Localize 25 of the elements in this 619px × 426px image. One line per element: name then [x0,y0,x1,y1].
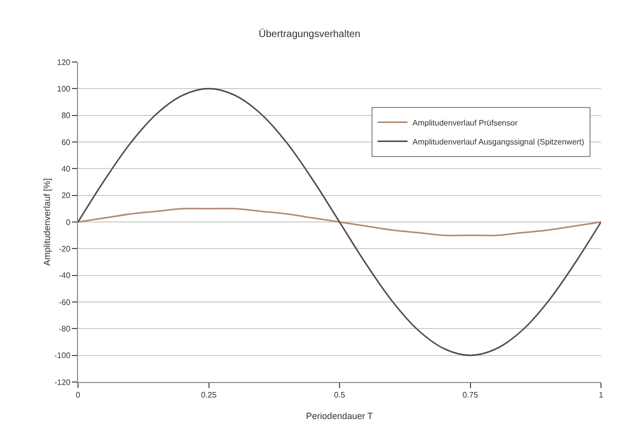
y-tick-label: 0 [66,218,71,227]
legend-label: Amplitudenverlauf Ausgangssignal (Spitzenwert) [412,137,585,146]
x-tick-label: 1 [598,390,604,400]
y-tick-label: 120 [57,58,71,67]
x-tick-label: 0.75 [462,390,479,400]
y-tick-label: 60 [61,138,71,147]
y-tick-label: 40 [61,164,71,174]
line-series [78,88,601,356]
y-tick-label: -40 [58,271,71,280]
y-tick-label: 20 [61,191,71,200]
y-tick-label: -20 [58,244,71,254]
line-series [78,208,601,236]
x-tick-label: 0.5 [334,390,346,400]
y-tick-label: -80 [58,324,71,334]
x-tick-label: 0 [76,390,81,400]
y-tick-label: 100 [57,84,71,94]
legend-label: Amplitudenverlauf Prüfsensor [412,118,518,128]
y-tick-label: 80 [61,111,71,120]
y-tick-label: -100 [54,351,71,360]
y-tick-label: -120 [54,378,71,387]
x-tick-label: 0.25 [200,390,218,400]
x-axis-title: Periodendauer T [306,411,374,421]
chart-title: Übertragungsverhalten [258,28,360,40]
y-axis-title: Amplitudenverlauf [%] [42,178,52,266]
y-tick-label: -60 [58,298,71,307]
